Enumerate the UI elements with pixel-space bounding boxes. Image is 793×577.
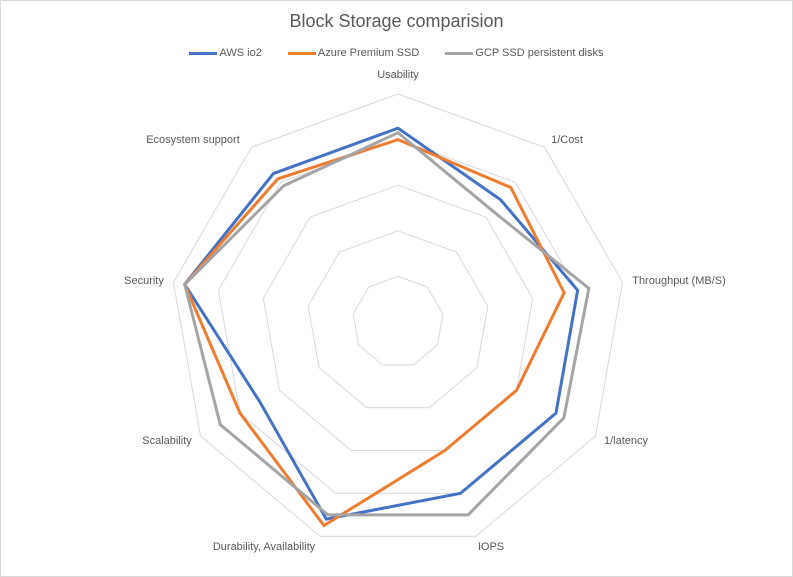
series-line-0 — [182, 126, 580, 521]
legend-swatch — [287, 51, 316, 55]
grid-ring — [172, 93, 624, 537]
axis-label: Durability, Availability — [213, 541, 316, 553]
grid-ring — [262, 184, 534, 452]
axis-label: Throughput (MB/S) — [632, 275, 726, 287]
legend-label: Azure Premium SSD — [317, 47, 420, 59]
grid-ring — [307, 230, 489, 409]
legend-item-azure: Azure Premium SSD — [287, 47, 420, 59]
grid-ring — [217, 139, 579, 494]
axis-label: IOPS — [478, 541, 504, 553]
axis-label: Security — [124, 275, 164, 287]
series-line-1 — [182, 137, 566, 528]
chart-title: Block Storage comparision — [289, 11, 504, 31]
legend-swatch — [445, 51, 474, 55]
legend-swatch — [189, 51, 218, 55]
legend-label: AWS io2 — [219, 47, 262, 59]
legend-label: GCP SSD persistent disks — [475, 47, 604, 59]
series-line-2 — [183, 131, 591, 517]
legend-item-aws: AWS io2 — [189, 47, 262, 59]
axis-label: Usability — [377, 69, 419, 81]
axis-label: 1/Cost — [551, 134, 583, 146]
axis-label: Ecosystem support — [146, 134, 240, 146]
legend-item-gcp: GCP SSD persistent disks — [445, 47, 604, 59]
grid-ring — [352, 275, 444, 366]
axis-label: Scalability — [142, 435, 192, 447]
axis-label: 1/latency — [604, 435, 649, 447]
legend: AWS io2 Azure Premium SSD GCP SSD persis… — [1, 47, 792, 59]
